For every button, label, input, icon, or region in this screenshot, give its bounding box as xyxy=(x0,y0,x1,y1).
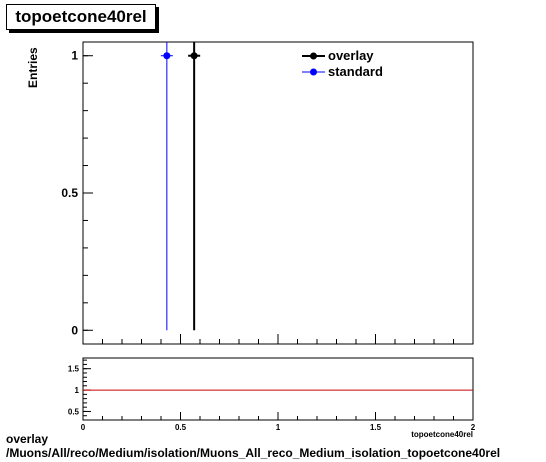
main-y-tick-label: 1 xyxy=(71,49,78,63)
overlay-data-point xyxy=(190,52,198,60)
main-y-tick-labels: 00.51 xyxy=(61,49,78,338)
histogram-title-box: topoetcone40rel xyxy=(6,4,156,30)
ratio-x-tick-labels: 0 0.5 1 1.5 2 xyxy=(81,423,476,432)
ratio-plot-frame xyxy=(82,357,474,421)
ratio-y-tick-label: 0.5 xyxy=(68,407,80,416)
main-axis-ticks xyxy=(82,55,474,344)
ratio-y-tick-label: 1 xyxy=(75,386,80,395)
standard-data-point xyxy=(163,52,171,60)
ratio-y-tick-labels: 0.5 1 1.5 xyxy=(68,365,80,417)
legend-overlay-label: overlay xyxy=(328,48,374,63)
footer-line-1: overlay xyxy=(6,432,49,446)
ratio-x-tick-label: 0.5 xyxy=(175,423,187,432)
main-y-tick-label: 0.5 xyxy=(61,186,78,200)
legend-standard-marker xyxy=(310,68,317,76)
y-axis-label: Entries xyxy=(26,47,40,88)
legend: overlay standard xyxy=(302,48,383,79)
legend-standard-label: standard xyxy=(328,64,383,79)
main-y-tick-label: 0 xyxy=(71,323,78,337)
ratio-x-tick-label: 1 xyxy=(276,423,281,432)
ratio-x-tick-label: 2 xyxy=(471,423,476,432)
ratio-x-tick-label: 1.5 xyxy=(370,423,382,432)
ratio-x-tick-label: 0 xyxy=(81,423,86,432)
x-axis-label: topoetcone40rel xyxy=(411,430,473,439)
ratio-y-tick-label: 1.5 xyxy=(68,365,80,374)
histogram-title: topoetcone40rel xyxy=(15,7,147,26)
legend-overlay-marker xyxy=(310,52,317,60)
main-series-group xyxy=(160,42,201,331)
main-plot-frame xyxy=(82,41,474,345)
footer-line-2: /Muons/All/reco/Medium/isolation/Muons_A… xyxy=(6,446,501,460)
